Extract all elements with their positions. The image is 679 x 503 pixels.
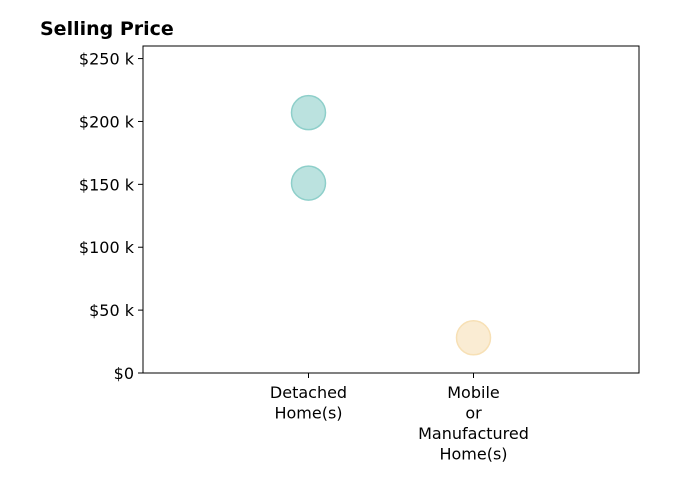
plot-area xyxy=(142,45,640,374)
x-tick-label: Home(s) xyxy=(274,404,342,423)
chart-title: Selling Price xyxy=(40,18,174,40)
x-tick-label: Home(s) xyxy=(439,445,507,464)
x-tick-label: Mobile xyxy=(447,383,499,402)
data-points xyxy=(290,94,492,356)
x-tick-label: Detached xyxy=(270,383,347,402)
y-tick-label: $150 k xyxy=(79,175,135,194)
y-tick-label: $50 k xyxy=(89,301,135,320)
y-tick-label: $200 k xyxy=(79,112,135,131)
y-tick-label: $250 k xyxy=(79,50,135,69)
x-tick-label: Manufactured xyxy=(418,424,529,443)
y-axis: $0 $50 k $100 k $150 k $200 k $250 k xyxy=(79,50,143,383)
data-point xyxy=(290,165,327,201)
x-tick-label: or xyxy=(465,404,482,423)
data-point xyxy=(290,94,327,131)
y-tick-label: $0 xyxy=(114,364,134,383)
data-point xyxy=(455,320,492,356)
y-tick-label: $100 k xyxy=(79,238,135,257)
